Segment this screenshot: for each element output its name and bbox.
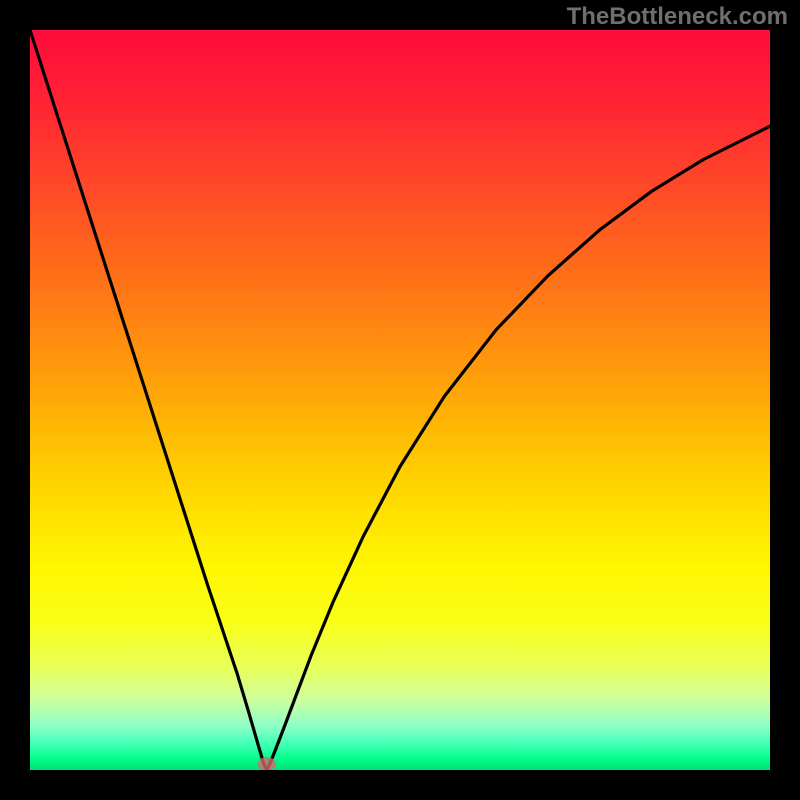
optimum-marker (30, 30, 770, 770)
plot-area (30, 30, 770, 770)
watermark-label: TheBottleneck.com (567, 3, 788, 31)
chart-frame: TheBottleneck.com (0, 0, 800, 800)
